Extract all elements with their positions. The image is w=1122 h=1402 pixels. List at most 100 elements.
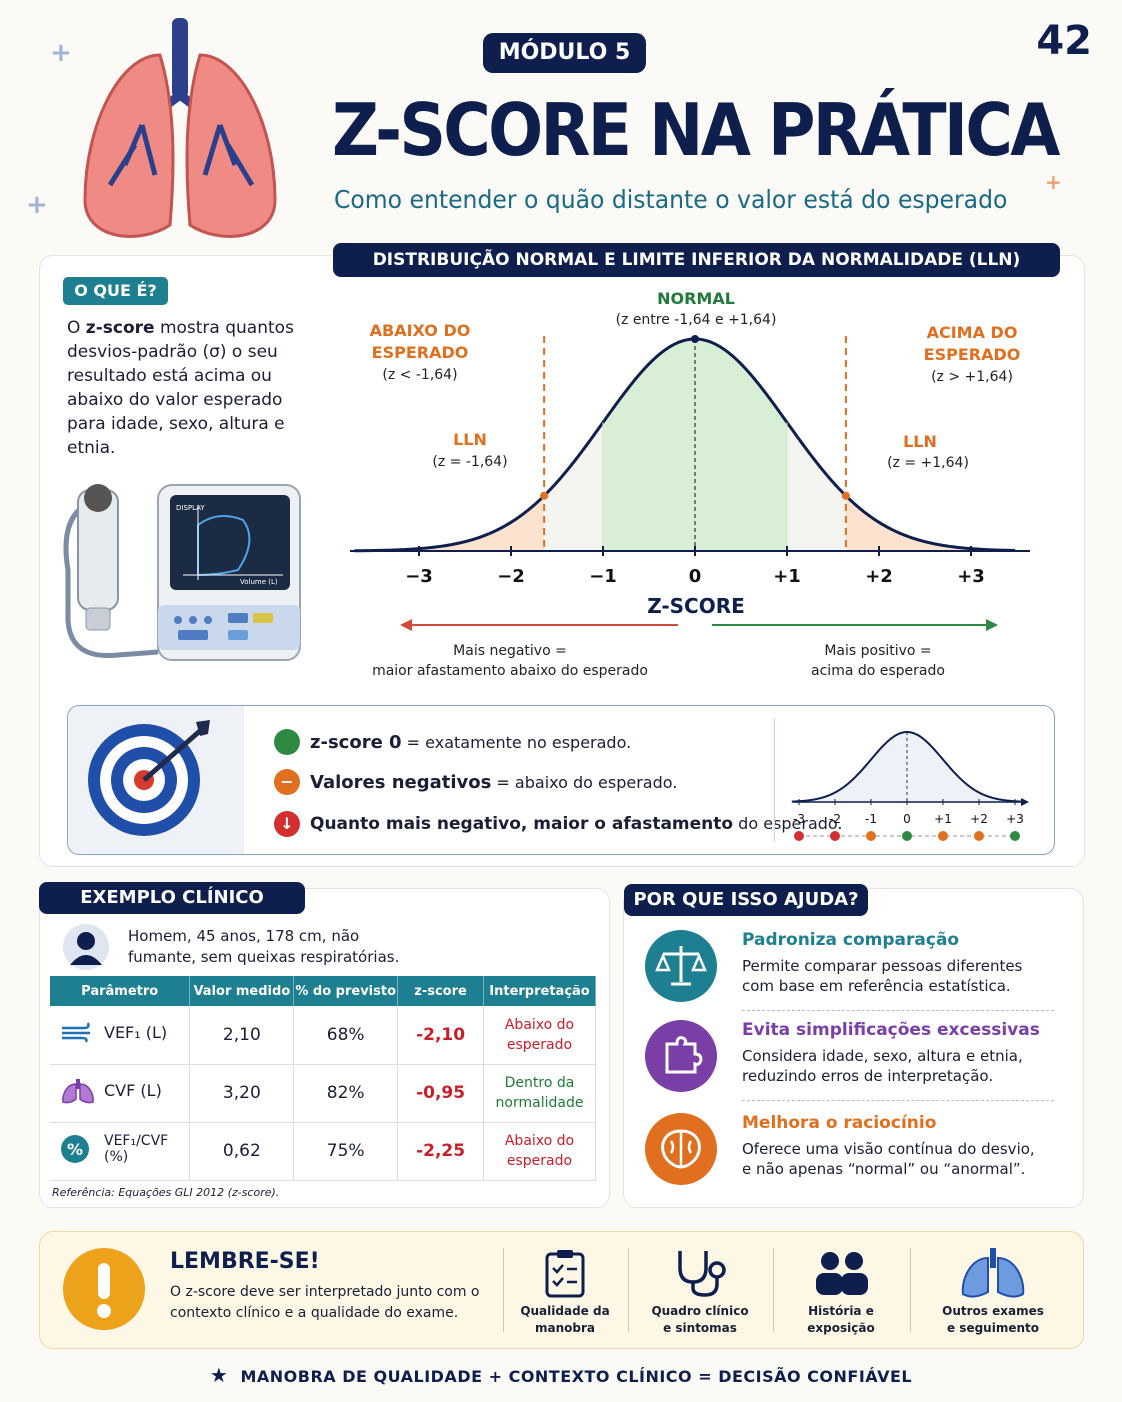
footer-banner: ★ MANOBRA DE QUALIDADE + CONTEXTO CLÍNIC…: [209, 1363, 913, 1387]
lln-point: [540, 491, 549, 500]
distribution-curve: [354, 337, 1016, 553]
value-cell: 0,62: [189, 1122, 295, 1181]
zscore-cell: -2,10: [397, 1006, 484, 1065]
lln-left-label: LLN: [453, 430, 487, 449]
tick-label: −2: [497, 566, 525, 587]
interpretation-cell: Dentro da normalidade: [483, 1064, 596, 1123]
module-badge: MÓDULO 5: [483, 33, 646, 73]
lungs-icon: [60, 1078, 96, 1104]
page-title: Z-SCORE NA PRÁTICA: [332, 88, 1060, 172]
minus-icon: −: [274, 769, 300, 795]
remember-item: Outros exames e seguimento: [942, 1304, 1044, 1335]
legend-row-zero: z-score 0 = exatamente no esperado.: [274, 729, 631, 755]
page-number: 42: [1036, 18, 1092, 64]
mini-tick-label: -3: [793, 812, 805, 826]
tick-label: +3: [957, 566, 985, 587]
mini-dot: [794, 831, 804, 841]
clinical-example-title: EXEMPLO CLÍNICO: [39, 882, 305, 914]
mini-tick-label: -1: [865, 812, 877, 826]
device-screen-axis: Volume (L): [240, 578, 278, 586]
brain-icon: [645, 1113, 717, 1185]
table-row: CVF (L) 3,20 82% -0,95 Dentro da normali…: [50, 1064, 596, 1123]
mini-dot: [1010, 831, 1020, 841]
mini-dot: [902, 831, 912, 841]
below-label-1: ABAIXO DO: [369, 321, 471, 340]
lln-right-value: (z = +1,64): [887, 455, 969, 471]
tick-label: +2: [865, 566, 893, 587]
why-item-title: Padroniza comparação: [742, 930, 960, 950]
value-cell: 3,20: [189, 1064, 295, 1123]
mini-dot: [938, 831, 948, 841]
why-item-title: Evita simplificações excessivas: [742, 1020, 1040, 1040]
people-icon: [816, 1252, 868, 1295]
puzzle-icon: [645, 1020, 717, 1092]
lungs-illustration: [83, 18, 277, 238]
mini-tick-label: -2: [829, 812, 841, 826]
sparkle-icon: +: [1045, 170, 1062, 194]
sparkle-icon: +: [26, 190, 48, 220]
table-row: % VEF₁/CVF (%) 0,62 75% -2,25 Abaixo do e…: [50, 1122, 596, 1181]
mini-distribution-chart: -3 -2 -1 0 +1 +2 +3: [791, 730, 1029, 841]
mini-dot: [866, 831, 876, 841]
percent-cell: 82%: [293, 1064, 399, 1123]
mini-tick-label: +3: [1006, 812, 1024, 826]
clipboard-icon: [545, 1250, 585, 1298]
below-area: [350, 496, 545, 551]
tick-label: −1: [589, 566, 617, 587]
page-subtitle: Como entender o quão distante o valor es…: [334, 185, 1008, 214]
percent-cell: 68%: [293, 1006, 399, 1065]
mini-tick-label: +1: [934, 812, 952, 826]
tick-label: 0: [688, 566, 702, 587]
lln-right-label: LLN: [903, 432, 937, 451]
positive-note-1: Mais positivo =: [824, 643, 932, 659]
mini-dot: [830, 831, 840, 841]
legend-row-negative: − Valores negativos = abaixo do esperado.: [274, 769, 677, 795]
remember-item: História e exposição: [807, 1304, 875, 1335]
percent-icon: %: [60, 1134, 96, 1164]
peak-point: [691, 335, 699, 343]
target-icon: [88, 720, 210, 836]
what-is-label: O QUE É?: [63, 277, 168, 305]
why-divider: [742, 1100, 1054, 1101]
star-icon: ★: [209, 1363, 229, 1387]
table-header: Parâmetro: [50, 976, 191, 1006]
reference-note: Referência: Equações GLI 2012 (z-score).: [52, 1186, 280, 1199]
results-table: Parâmetro Valor medido% do previsto z-scor…: [50, 976, 596, 1181]
tick-label: +1: [773, 566, 801, 587]
direction-arrows: [400, 619, 998, 631]
above-area: [845, 495, 1027, 551]
patient-description: Homem, 45 anos, 178 cm, não fumante, sem…: [128, 927, 400, 966]
why-title: POR QUE ISSO AJUDA?: [624, 884, 868, 916]
legend-row-more-negative: ↓ Quanto mais negativo, maior o afastamen…: [274, 811, 843, 837]
positive-note-2: acima do esperado: [811, 663, 945, 679]
legend-divider: [774, 718, 775, 842]
patient-avatar-icon: [63, 924, 109, 970]
interpretation-cell: Abaixo do esperado: [483, 1006, 596, 1065]
what-is-text: O z-score mostra quantos desvios-padrão …: [67, 318, 294, 458]
scale-icon: [645, 930, 717, 1002]
percent-cell: 75%: [293, 1122, 399, 1181]
param-cell: CVF (L): [50, 1064, 191, 1123]
normal-range: (z entre -1,64 e +1,64): [615, 312, 777, 328]
above-range: (z > +1,64): [931, 369, 1013, 385]
mini-tick-label: +2: [970, 812, 988, 826]
tick-label: −3: [405, 566, 433, 587]
param-cell: VEF₁ (L): [50, 1006, 191, 1065]
negative-note-1: Mais negativo =: [453, 643, 567, 659]
why-item-desc: Considera idade, sexo, altura e etnia, re…: [742, 1047, 1023, 1085]
lungs-icon: [961, 1248, 1025, 1298]
table-header: Valor medido: [189, 976, 295, 1006]
why-divider: [742, 1010, 1054, 1011]
why-item-title: Melhora o raciocínio: [742, 1113, 937, 1133]
normal-label: NORMAL: [657, 289, 735, 308]
table-header: % do previsto: [293, 976, 399, 1006]
mini-tick-label: 0: [903, 812, 911, 826]
mini-axis-arrow: [1021, 798, 1029, 806]
remember-item: Quadro clínico e sintomas: [651, 1304, 749, 1335]
svg-text:%: %: [67, 1140, 83, 1159]
above-label-1: ACIMA DO: [926, 323, 1018, 342]
lln-point: [841, 491, 850, 500]
sparkle-icon: +: [50, 38, 72, 68]
normal-distribution-chart: [350, 335, 1030, 556]
exclamation-icon: [63, 1248, 145, 1330]
